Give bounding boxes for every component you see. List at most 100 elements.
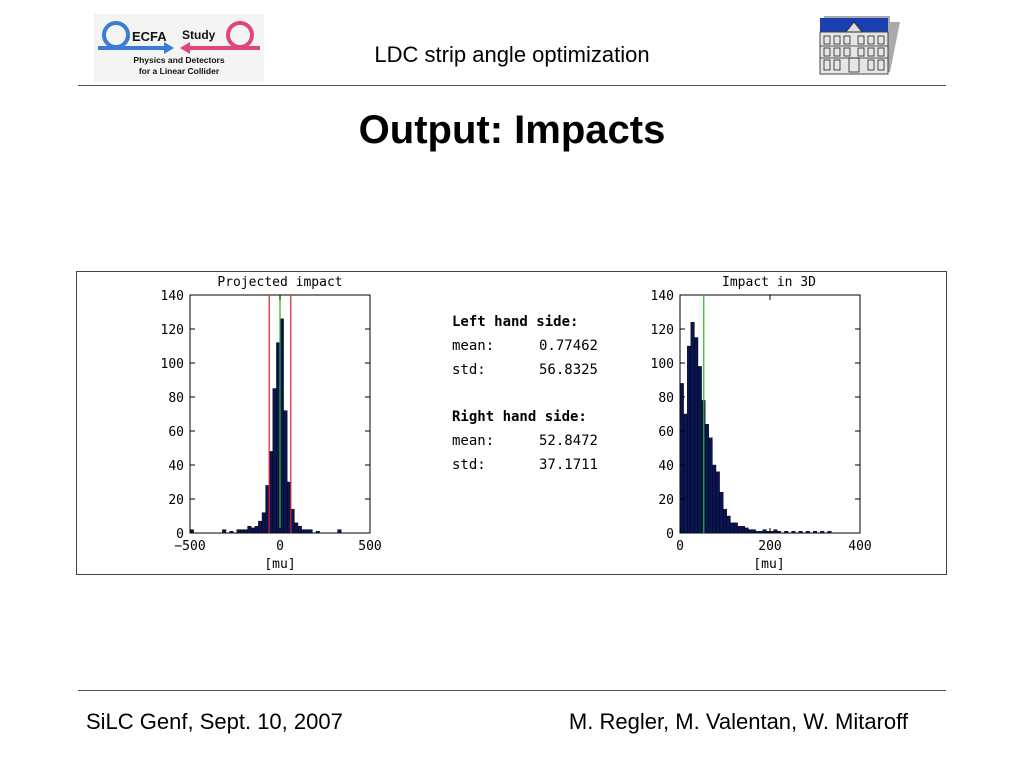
logo-ecfa-text: ECFA [132,29,167,44]
histogram-bar [687,345,692,534]
figure-frame [76,271,947,575]
x-tick-label: 0 [276,539,284,554]
histogram-bar [247,525,252,534]
x-tick-label: −500 [174,539,205,554]
y-tick-label: 60 [168,425,184,440]
histogram-bar [254,525,259,534]
left-mean-row: mean: 0.77462 [452,334,598,358]
y-tick-label: 0 [666,527,674,542]
histogram-bar [229,531,234,534]
y-tick-label: 140 [651,289,674,304]
right-std-value: 37.1711 [538,457,598,473]
y-tick-label: 0 [176,527,184,542]
histogram-bar [730,522,735,534]
histogram-bar [679,383,684,534]
histogram-bar [272,388,277,534]
stat-label: std: [452,457,486,473]
histogram-bar [294,522,299,534]
y-tick-label: 100 [161,357,184,372]
header-title: LDC strip angle optimization [374,42,650,67]
left-std-value: 56.8325 [538,362,598,378]
chart-title-background [719,274,820,291]
histogram-bar [776,531,781,534]
histogram-bar [304,529,309,534]
logo-study-text: Study [182,28,216,42]
histogram-bar [250,527,255,534]
histogram-bar [766,531,771,534]
histogram-bar [697,366,702,534]
histogram-bar [755,531,760,534]
y-tick-label: 100 [651,357,674,372]
histogram-bar [719,491,724,534]
ecfa-logo: ECFA Study Physics and Detectors for a L… [94,14,264,82]
x-tick-label: 400 [848,539,871,554]
stat-label: mean: [452,433,495,449]
histogram-bar [733,522,738,534]
histogram-bar [798,531,803,534]
histogram-bar [751,529,756,534]
histogram-bar [222,529,227,534]
right-mean-value: 52.8472 [538,433,598,449]
stat-label: std: [452,362,486,378]
histogram-bar [683,413,688,534]
chart-title: Impact in 3D [722,275,816,290]
x-axis-label: [mu] [753,557,784,572]
histogram-bar [240,529,245,534]
histogram-bar [690,322,695,534]
histogram-bar [762,529,767,534]
right-hand-heading: Right hand side: [452,409,587,425]
histogram-bar [236,529,241,534]
footer-authors: M. Regler, M. Valentan, W. Mitaroff [568,709,908,734]
chart-title: Projected impact [217,275,342,290]
histogram-bar [812,531,817,534]
y-tick-label: 120 [651,323,674,338]
histogram-bar [744,527,749,534]
histogram-bar [784,531,789,534]
slide-title: Output: Impacts [358,108,666,152]
histogram-bar [315,531,320,534]
logo-line2-text: for a Linear Collider [139,66,220,76]
footer-divider [78,690,946,691]
y-tick-label: 20 [658,493,674,508]
y-tick-label: 140 [161,289,184,304]
y-tick-label: 80 [168,391,184,406]
left-hand-heading: Left hand side: [452,314,579,330]
histogram-bar [737,525,742,534]
histogram-bar [722,508,727,534]
header-divider [78,85,946,86]
histogram-bar [301,529,306,534]
histogram-bar [308,529,313,534]
x-tick-label: 0 [676,539,684,554]
histogram-bar [708,437,713,534]
histogram-bar [769,531,774,534]
histogram-bar [773,529,778,534]
footer-event: SiLC Genf, Sept. 10, 2007 [86,709,343,734]
histogram-bar [791,531,796,534]
histogram-bar [715,471,720,534]
right-std-row: std: 37.1711 [452,453,598,477]
histogram-bar [189,529,194,534]
logo-line1-text: Physics and Detectors [133,55,224,65]
y-tick-label: 20 [168,493,184,508]
histogram-bar [748,529,753,534]
histogram-bar [726,515,731,534]
building-icon [819,16,900,75]
histogram-bar [694,337,699,534]
histogram-bar [337,529,342,534]
impact-3d-histogram: [mu] 0 20 40 60 80 100 120 140 0 200 400 Impact in … [651,274,872,572]
y-tick-label: 120 [161,323,184,338]
histogram-bar [297,525,302,534]
x-tick-label: 500 [358,539,381,554]
histogram-bar [820,531,825,534]
left-mean-value: 0.77462 [538,338,598,354]
chart-title-background [214,274,346,291]
histogram-bar [740,525,745,534]
x-tick-label: 200 [758,539,781,554]
histogram-bar [243,529,248,534]
histogram-bar [758,531,763,534]
histogram-bar [704,423,709,534]
left-std-row: std: 56.8325 [452,358,598,382]
y-tick-label: 60 [658,425,674,440]
stats-panel: Left hand side: mean: 0.77462 std: 56.8325… [452,310,598,477]
